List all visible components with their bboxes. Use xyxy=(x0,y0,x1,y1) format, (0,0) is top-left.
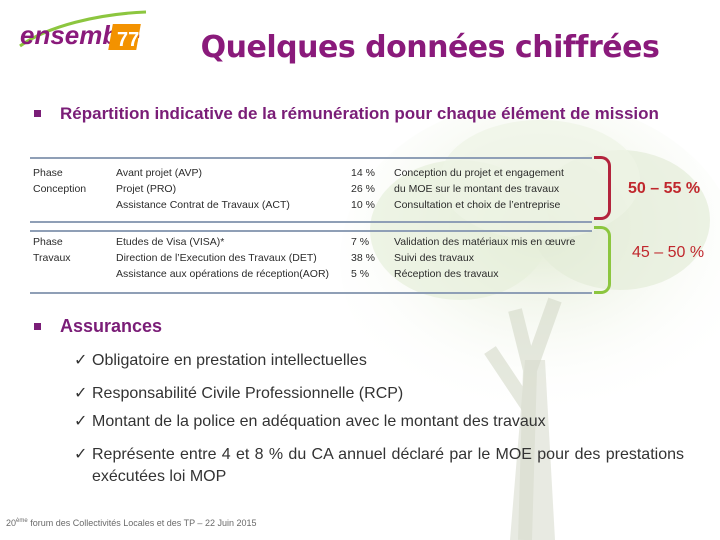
checkmark-icon: ✓ xyxy=(74,352,88,369)
checkmark-icon: ✓ xyxy=(74,385,88,402)
table2-top-rule xyxy=(30,230,592,232)
section-heading-remuneration: Répartition indicative de la rémunératio… xyxy=(60,104,659,123)
bullet-square-icon xyxy=(34,110,41,117)
bullet-square-icon xyxy=(34,323,41,330)
list-item: Montant de la police en adéquation avec … xyxy=(92,413,546,430)
table-row: Conception Projet (PRO) 26 % du MOE sur … xyxy=(30,181,568,197)
table-cell: Assistance aux opérations de réception(A… xyxy=(116,268,330,280)
table-cell: 5 % xyxy=(351,268,370,280)
checkmark-icon: ✓ xyxy=(74,446,88,463)
conception-total-percent: 50 – 55 % xyxy=(628,180,701,197)
table-row: Phase Etudes de Visa (VISA)* 7 % Validat… xyxy=(30,234,579,250)
table-row: Assistance aux opérations de réception(A… xyxy=(30,266,579,282)
table-row: Assistance Contrat de Travaux (ACT) 10 %… xyxy=(30,197,568,213)
table-cell: Avant projet (AVP) xyxy=(116,167,202,179)
table-cell: 14 % xyxy=(351,167,375,179)
list-item: Obligatoire en prestation intellectuelle… xyxy=(92,352,367,369)
footer-number: 20 xyxy=(6,518,17,528)
table-cell: Phase xyxy=(33,167,63,179)
list-item: Responsabilité Civile Professionnelle (R… xyxy=(92,385,404,402)
table-cell: Validation des matériaux mis en œuvre xyxy=(394,236,576,248)
table-cell: 38 % xyxy=(351,252,375,264)
table-row: Phase Avant projet (AVP) 14 % Conception… xyxy=(30,165,568,181)
table-row: Travaux Direction de l’Execution des Tra… xyxy=(30,250,579,266)
table-cell: Conception du projet et engagement xyxy=(394,167,564,179)
section-heading-assurances: Assurances xyxy=(60,316,163,336)
ensemble77-logo: ensemble 77 xyxy=(19,10,147,51)
footer-text: 20ème forum des Collectivités Locales et… xyxy=(6,518,256,528)
table-cell: du MOE sur le montant des travaux xyxy=(394,183,560,195)
table2-bottom-rule xyxy=(30,292,592,294)
page-title: Quelques données chiffrées xyxy=(200,30,660,65)
table1-bottom-rule xyxy=(30,221,592,223)
table1-top-rule xyxy=(30,157,592,159)
table-cell: Suivi des travaux xyxy=(394,252,474,264)
table-cell: 10 % xyxy=(351,199,375,211)
travaux-total-percent: 45 – 50 % xyxy=(632,244,705,261)
table-cell: Réception des travaux xyxy=(394,268,499,280)
footer-superscript: ème xyxy=(16,518,28,524)
table-travaux: Phase Etudes de Visa (VISA)* 7 % Validat… xyxy=(30,234,579,282)
table-cell: Conception xyxy=(33,183,87,195)
table-cell: Travaux xyxy=(33,252,71,264)
table-cell xyxy=(30,266,113,282)
table-cell: Consultation et choix de l’entreprise xyxy=(394,199,561,211)
checkmark-icon: ✓ xyxy=(74,413,88,430)
table-conception: Phase Avant projet (AVP) 14 % Conception… xyxy=(30,165,568,213)
table-cell: Etudes de Visa (VISA)* xyxy=(116,236,225,248)
bracket-conception xyxy=(594,156,611,220)
table-cell xyxy=(30,197,113,213)
table-cell: Assistance Contrat de Travaux (ACT) xyxy=(116,199,290,211)
list-item: Représente entre 4 et 8 % du CA annuel d… xyxy=(92,446,684,485)
table-cell: 26 % xyxy=(351,183,375,195)
table-cell: 7 % xyxy=(351,236,370,248)
table-cell: Phase xyxy=(33,236,63,248)
table-cell: Projet (PRO) xyxy=(116,183,177,195)
footer-label: forum des Collectivités Locales et des T… xyxy=(27,518,257,528)
tree-background-image xyxy=(340,110,720,540)
logo-number: 77 xyxy=(117,29,139,51)
bracket-travaux xyxy=(594,226,611,294)
table-cell: Direction de l’Execution des Travaux (DE… xyxy=(116,252,317,264)
